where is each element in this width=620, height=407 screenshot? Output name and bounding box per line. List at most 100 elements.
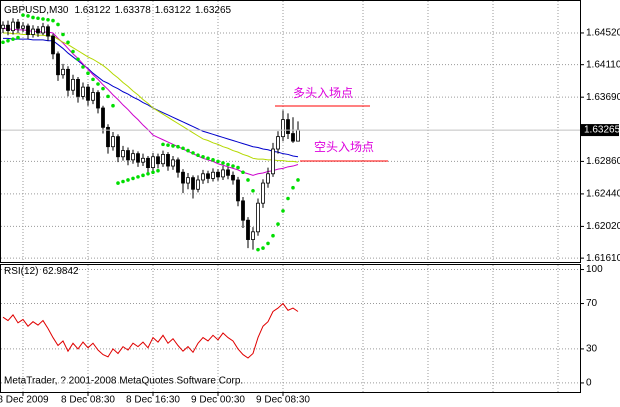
x-tick-label: 8 Dec 08:30: [61, 395, 115, 406]
candle-body: [281, 119, 285, 138]
sar-dot: [81, 65, 85, 69]
current-price-box: [581, 124, 619, 137]
candle-body: [291, 133, 295, 142]
candle-body: [61, 68, 65, 76]
sar-dot: [216, 159, 220, 164]
candle-body: [71, 78, 75, 91]
sar-dot: [166, 143, 170, 147]
y-tick-label: 1.62440: [586, 189, 620, 200]
candle-body: [206, 173, 210, 179]
sar-dot: [201, 154, 205, 159]
sar-dot: [26, 14, 30, 18]
candle-body: [56, 53, 60, 76]
candle-body: [151, 156, 155, 168]
moving-average: [2, 27, 299, 176]
candle-body: [116, 136, 120, 158]
candle-body: [131, 153, 135, 161]
sar-dot: [1, 40, 5, 45]
candle-body: [276, 136, 280, 150]
candle-body: [146, 157, 150, 168]
sar-dot: [66, 40, 70, 45]
candle-body: [176, 159, 180, 173]
sar-dot: [171, 144, 175, 148]
candle-body: [86, 86, 90, 101]
sar-dot: [6, 38, 10, 43]
symbol: GBPUSD,M30: [4, 5, 69, 16]
sar-dot: [91, 77, 95, 82]
y-tick-label: 1.63690: [586, 92, 620, 103]
candle-body: [51, 35, 55, 55]
sar-dot: [186, 148, 190, 153]
sar-dot: [281, 209, 285, 213]
sar-dot: [161, 142, 165, 147]
sar-dot: [151, 170, 155, 175]
candle-body: [106, 126, 110, 148]
candle-body: [11, 21, 15, 32]
candle-body: [6, 24, 10, 32]
candle-body: [271, 148, 275, 175]
candle-body: [46, 26, 50, 37]
y-tick-label: 1.64110: [586, 59, 620, 70]
rsi-panel-frame: [0, 264, 581, 393]
candle-body: [156, 156, 160, 165]
candle-body: [136, 153, 140, 163]
sar-dot: [246, 178, 250, 182]
sar-dot: [116, 181, 120, 185]
sar-dot: [276, 222, 280, 226]
candle-body: [241, 200, 245, 221]
sar-dot: [181, 146, 185, 151]
chart-header: GBPUSD,M30 1.63122 1.63378 1.63122 1.63265: [4, 5, 232, 16]
candle-body: [201, 173, 205, 181]
candle-body: [66, 68, 70, 91]
annotation: 空头入场点: [314, 140, 374, 154]
sar-dot: [291, 185, 295, 190]
candle-body: [226, 169, 230, 176]
sar-dot: [286, 196, 290, 201]
y-tick-label: 0: [586, 378, 592, 389]
candle-body: [181, 171, 185, 184]
sar-dot: [191, 151, 195, 155]
candle-body: [191, 177, 195, 190]
sar-dot: [271, 233, 275, 238]
candle-body: [26, 25, 30, 35]
sar-dot: [96, 82, 100, 86]
sar-dot: [261, 246, 265, 250]
header-open: 1.63122: [74, 5, 111, 16]
x-tick-label: 9 Dec 00:30: [191, 395, 245, 406]
candle-body: [211, 171, 215, 179]
candle-body: [121, 150, 125, 158]
candle-body: [186, 177, 190, 184]
candle-body: [41, 26, 45, 34]
sar-dot: [61, 32, 65, 37]
sar-dot: [71, 49, 75, 54]
x-tick-label: 9 Dec 08:30: [256, 395, 310, 406]
sar-dot: [106, 94, 110, 99]
sar-dot: [226, 162, 230, 167]
sar-dot: [21, 13, 25, 17]
candle-body: [161, 154, 165, 165]
candle-body: [216, 171, 220, 178]
price-panel-frame: [0, 0, 581, 263]
y-tick-label: 100: [586, 264, 603, 275]
sar-dot: [266, 241, 270, 246]
sar-dot: [141, 173, 145, 178]
sar-dot: [231, 164, 235, 168]
candle-body: [21, 25, 25, 29]
sar-dot: [16, 35, 20, 40]
candle-body: [236, 179, 240, 202]
x-tick-label: 8 Dec 16:30: [126, 395, 180, 406]
candle-body: [141, 157, 145, 163]
header-close: 1.63265: [195, 5, 232, 16]
sar-dot: [111, 103, 115, 108]
sar-dot: [211, 158, 215, 162]
sar-dot: [221, 161, 225, 165]
sar-dot: [46, 17, 50, 22]
candle-body: [221, 169, 225, 178]
sar-dot: [206, 156, 210, 161]
sar-dot: [156, 168, 160, 173]
y-tick-label: 1.62020: [586, 221, 620, 232]
